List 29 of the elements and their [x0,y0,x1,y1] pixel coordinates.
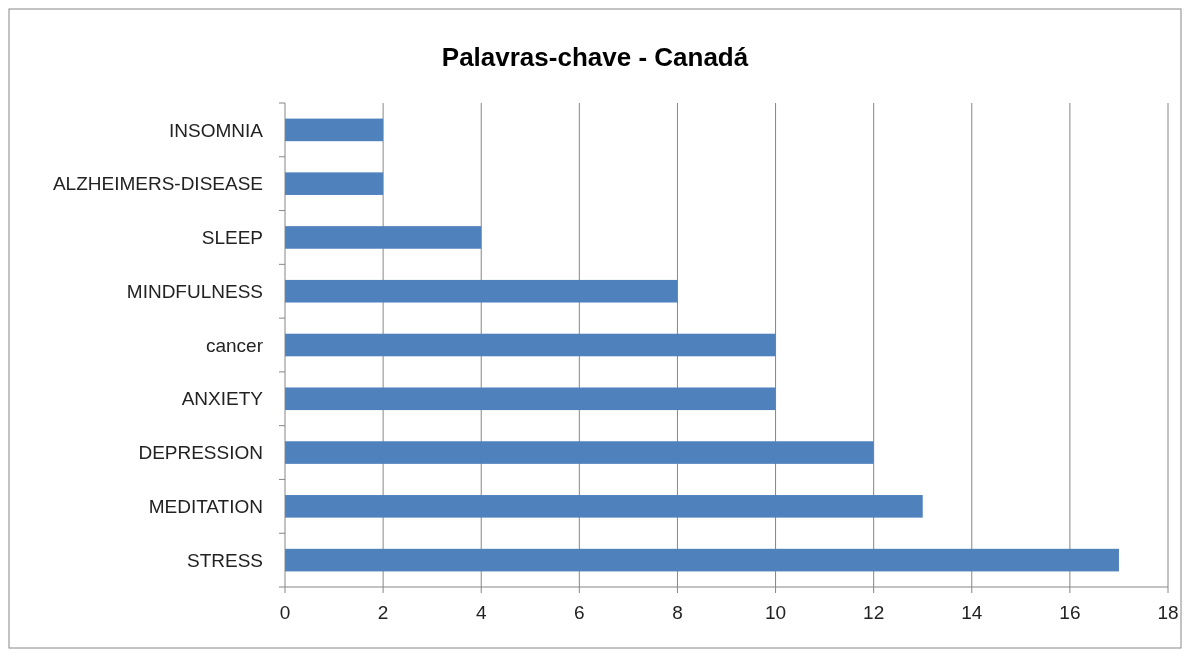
bar [285,118,384,142]
y-tick-label: MEDITATION [148,495,263,517]
bar [285,548,1119,572]
y-tick-label: cancer [205,334,264,356]
y-tick-label: STRESS [186,549,263,571]
x-tick-label: 2 [377,602,389,623]
bar [285,333,776,357]
y-tick-label: ALZHEIMERS-DISEASE [52,173,263,195]
x-tick-label: 14 [961,602,983,623]
x-tick-label: 0 [279,602,291,623]
chart-title: Palavras-chave - Canadá [441,42,749,72]
x-tick-label: 4 [475,602,487,623]
x-tick-label: 6 [574,602,585,623]
y-tick-label: DEPRESSION [138,442,263,464]
bar [285,387,776,411]
bar [285,279,678,303]
x-tick-label: 18 [1157,602,1179,623]
x-tick-label: 8 [672,602,683,623]
y-tick-label: ANXIETY [181,388,264,410]
x-tick-label: 12 [863,602,885,623]
y-tick-label: INSOMNIA [169,119,264,141]
x-tick-label: 10 [764,602,787,623]
y-tick-label: MINDFULNESS [126,280,263,302]
bar [285,441,874,464]
bar [285,495,923,518]
bar [285,172,384,195]
bar [285,226,482,249]
y-tick-label: SLEEP [201,227,263,249]
x-tick-label: 16 [1059,602,1081,623]
